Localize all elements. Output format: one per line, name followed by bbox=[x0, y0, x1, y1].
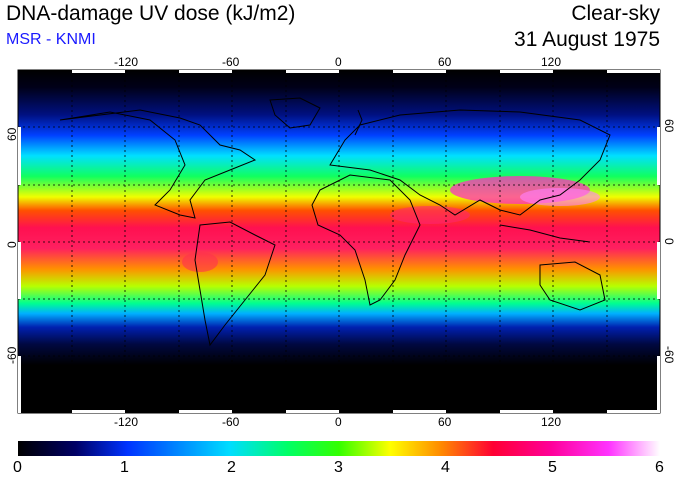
source-label: MSR - KNMI bbox=[6, 31, 96, 48]
frame-ticks bbox=[18, 70, 660, 413]
colorbar-label: 1 bbox=[120, 459, 129, 476]
lon-tick-bottom: 60 bbox=[438, 415, 452, 429]
lat-tick-left: 60 bbox=[5, 127, 19, 141]
coastlines bbox=[59, 97, 611, 347]
lon-tick-top: -60 bbox=[222, 55, 240, 69]
map-title: DNA-damage UV dose (kJ/m2) bbox=[6, 2, 296, 25]
lon-tick-bottom: -120 bbox=[114, 415, 139, 429]
lon-tick-bottom: -60 bbox=[222, 415, 240, 429]
lat-tick-right: 0 bbox=[662, 238, 676, 245]
colorbar-label: 2 bbox=[227, 459, 236, 476]
colorbar-label: 4 bbox=[441, 459, 450, 476]
lon-tick-bottom: 0 bbox=[335, 415, 342, 429]
uv-hotspots bbox=[182, 176, 600, 272]
colorbar-label: 5 bbox=[548, 459, 557, 476]
lon-tick-top: 0 bbox=[335, 55, 342, 69]
lon-tick-top: -120 bbox=[114, 55, 139, 69]
colorbar-label: 3 bbox=[334, 459, 343, 476]
graticule bbox=[18, 70, 660, 413]
lon-tick-top: 120 bbox=[541, 55, 562, 69]
lon-tick-top: 60 bbox=[438, 55, 452, 69]
colorbar-label: 6 bbox=[655, 459, 664, 476]
colorbar bbox=[18, 441, 660, 456]
lat-tick-left: -60 bbox=[5, 346, 19, 364]
lon-tick-bottom: 120 bbox=[541, 415, 562, 429]
lat-tick-right: 60 bbox=[662, 119, 676, 133]
lat-tick-left: 0 bbox=[5, 241, 19, 248]
map-date: 31 August 1975 bbox=[514, 28, 660, 51]
sky-condition: Clear-sky bbox=[571, 2, 660, 25]
colorbar-label: 0 bbox=[13, 459, 22, 476]
lat-tick-right: -60 bbox=[662, 346, 676, 364]
